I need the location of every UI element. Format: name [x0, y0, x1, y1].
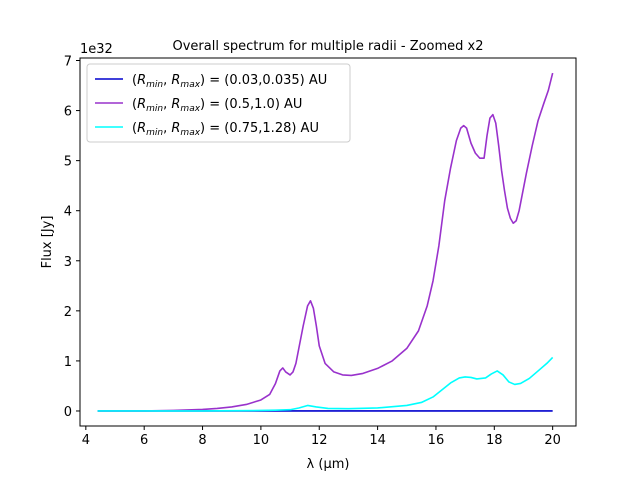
y-axis-offset-label: 1e32: [80, 42, 113, 57]
y-tick-label: 1: [64, 355, 72, 370]
x-tick-label: 8: [198, 433, 206, 448]
y-tick-label: 0: [64, 405, 72, 420]
x-tick-label: 10: [253, 433, 270, 448]
legend-entry-1: (Rmin, Rmax) = (0.03,0.035) AU: [132, 73, 327, 90]
x-tick-label: 14: [369, 433, 386, 448]
x-tick-label: 18: [486, 433, 503, 448]
chart-title: Overall spectrum for multiple radii - Zo…: [172, 39, 483, 54]
series-line-3: [97, 356, 554, 412]
x-axis-label: λ (μm): [307, 457, 350, 472]
x-tick-label: 16: [428, 433, 445, 448]
legend-box: [86, 63, 351, 143]
y-tick-label: 2: [64, 305, 72, 320]
y-axis-ticks: 0 1 2 3 4 5 6 7: [64, 55, 80, 420]
y-axis-label: Flux [Jy]: [40, 216, 55, 269]
legend: (Rmin, Rmax) = (0.03,0.035) AU (Rmin, Rma…: [86, 63, 351, 143]
x-axis-ticks: 4 6 8 10 12 14 16 18 20: [82, 426, 561, 448]
y-tick-label: 6: [64, 105, 72, 120]
legend-entry-3: (Rmin, Rmax) = (0.75,1.28) AU: [132, 121, 319, 138]
legend-entry-2: (Rmin, Rmax) = (0.5,1.0) AU: [132, 97, 302, 114]
x-tick-label: 20: [544, 433, 561, 448]
x-tick-label: 12: [311, 433, 328, 448]
y-tick-label: 7: [64, 55, 72, 70]
y-tick-label: 4: [64, 205, 72, 220]
plot-area-frame: [79, 57, 577, 427]
series-layer: [97, 72, 554, 412]
x-tick-label: 4: [82, 433, 90, 448]
y-tick-label: 5: [64, 155, 72, 170]
y-tick-label: 3: [64, 255, 72, 270]
series-line-2: [97, 72, 554, 412]
x-tick-label: 6: [140, 433, 148, 448]
